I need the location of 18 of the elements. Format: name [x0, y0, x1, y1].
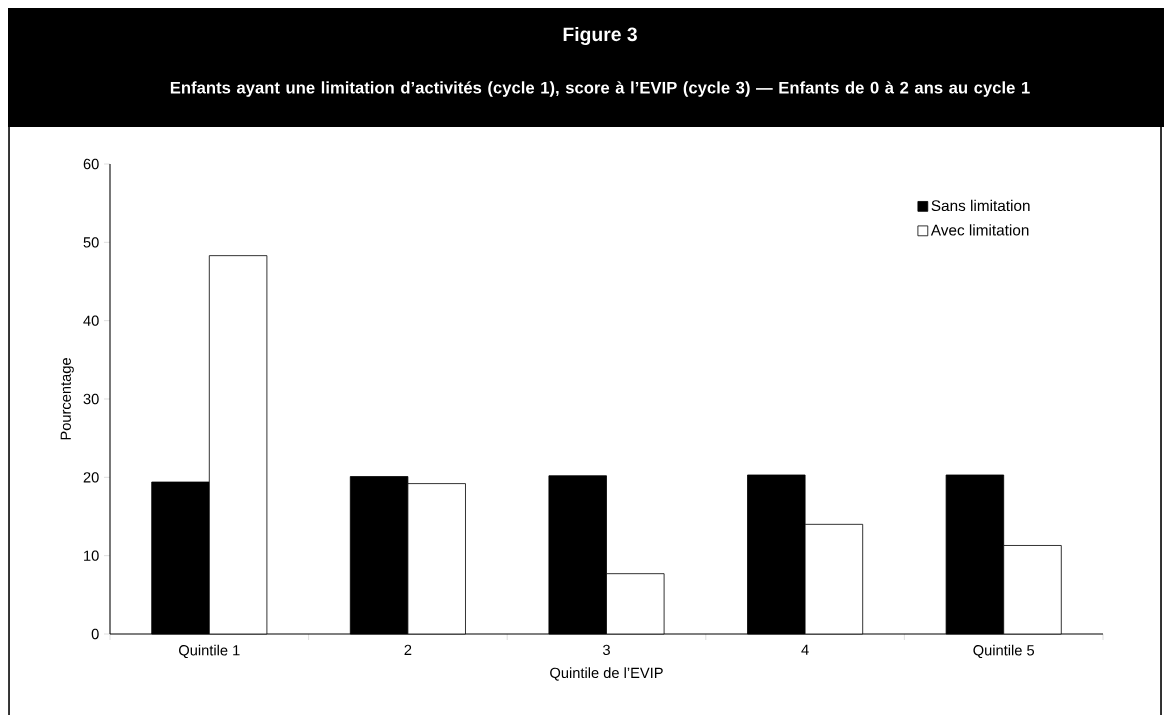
chart-title: Figure 3 — [563, 26, 637, 46]
y-tick-label: 30 — [83, 393, 99, 405]
chart-subtitle: Enfants ayant une limitation d’activités (cycle 1), score à l’EVIP (cycle 3) — Enfants de 0 à 2 ans au cycle 1 — [170, 81, 1030, 97]
y-axis-title: Pourcentage — [60, 358, 74, 440]
y-tick-label: 0 — [91, 628, 99, 640]
legend-label: Sans limitation — [931, 199, 1030, 212]
y-tick-label: 20 — [83, 472, 99, 483]
x-tick-label: 3 — [602, 644, 610, 656]
y-tick-label: 50 — [83, 237, 99, 248]
x-tick-label: 4 — [801, 644, 809, 655]
y-tick-label: 60 — [83, 158, 99, 170]
x-tick-label: 2 — [404, 644, 412, 655]
legend-label: Avec limitation — [930, 224, 1029, 236]
y-tick-label: 40 — [83, 315, 99, 326]
x-tick-label: Quintile 5 — [973, 644, 1035, 659]
y-tick-label: 10 — [84, 550, 99, 561]
x-tick-label: Quintile 1 — [179, 644, 240, 659]
x-axis-title: Quintile de l’EVIP — [550, 667, 663, 681]
